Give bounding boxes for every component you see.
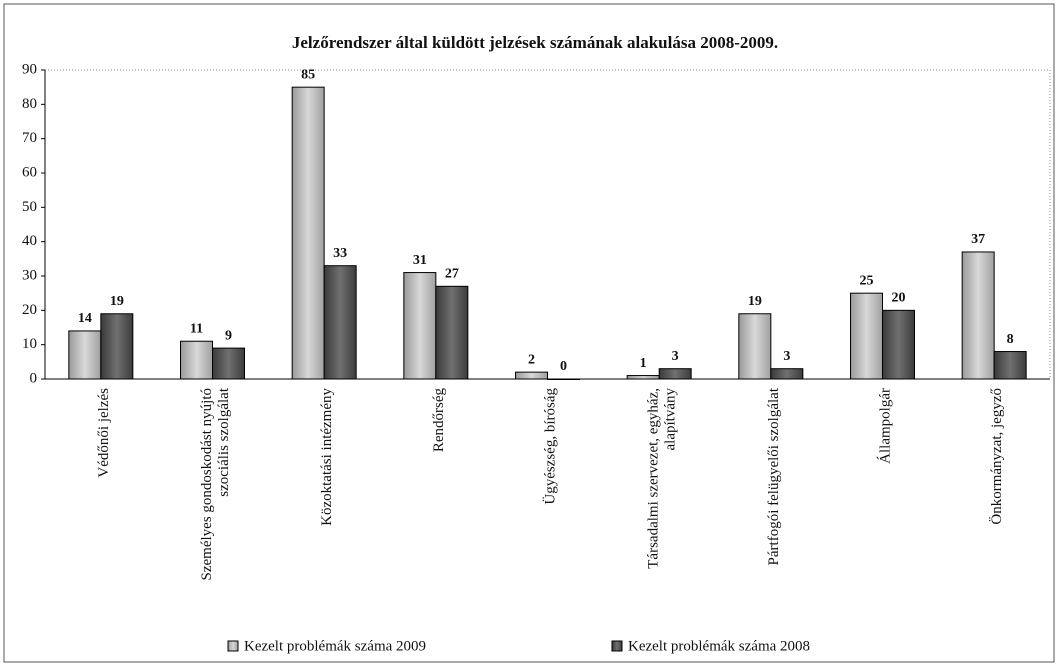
y-tick-label: 60 <box>22 164 37 180</box>
x-tick-label: Pártfogói felügyelői szolgálat <box>766 387 782 565</box>
legend-label: Kezelt problémák száma 2009 <box>244 638 426 654</box>
x-tick-label: Társadalmi szervezet, egyház,alapítvány <box>646 388 679 569</box>
value-label: 25 <box>860 273 874 288</box>
bar <box>547 378 580 380</box>
bar <box>100 313 134 380</box>
y-tick-label: 50 <box>22 199 37 215</box>
value-label: 3 <box>672 349 679 364</box>
bar <box>770 368 804 380</box>
x-tick-label: Önkormányzat, jegyző <box>989 388 1006 525</box>
bar <box>850 292 883 380</box>
value-label: 14 <box>78 311 92 326</box>
y-tick-label: 80 <box>22 96 37 112</box>
value-label: 37 <box>971 232 985 247</box>
y-tick-label: 70 <box>22 130 37 146</box>
bar <box>435 285 469 380</box>
bar <box>961 251 995 380</box>
value-label: 27 <box>445 267 459 282</box>
value-label: 19 <box>110 294 124 309</box>
bar <box>882 309 915 380</box>
bar <box>291 86 325 380</box>
x-tick-label: Rendőrség <box>431 388 447 453</box>
frame <box>3 3 1055 663</box>
value-label: 11 <box>190 321 203 336</box>
value-label: 33 <box>333 246 347 261</box>
bar <box>180 340 213 380</box>
chart-title: Jelzőrendszer által küldött jelzések szá… <box>292 33 778 52</box>
y-tick-label: 0 <box>30 370 38 386</box>
bar <box>68 330 102 380</box>
value-label: 20 <box>892 291 906 306</box>
x-tick-label: Ügyészség, bíróság <box>542 388 559 505</box>
value-label: 8 <box>1007 332 1014 347</box>
x-tick-label: Közoktatási intézmény <box>320 388 336 526</box>
legend-swatch <box>611 640 623 652</box>
value-label: 9 <box>225 328 232 343</box>
x-tick-label: Védőnői jelzés <box>96 388 112 478</box>
x-tick-label: Állampolgár <box>877 388 894 464</box>
value-label: 85 <box>301 67 315 82</box>
bar <box>515 371 548 380</box>
bar <box>626 375 660 380</box>
bar <box>658 368 692 380</box>
bar <box>403 272 437 380</box>
legend-swatch <box>227 640 239 652</box>
y-tick-label: 90 <box>22 61 37 77</box>
y-tick-label: 40 <box>22 233 37 249</box>
x-tick-label: Személyes gondoskodást nyújtószociális s… <box>199 387 232 580</box>
bar <box>323 265 357 380</box>
bar <box>212 347 245 380</box>
value-label: 31 <box>413 253 427 268</box>
value-label: 1 <box>640 356 647 371</box>
y-tick-label: 10 <box>22 336 37 352</box>
value-label: 0 <box>560 359 567 374</box>
legend-label: Kezelt problémák száma 2008 <box>628 638 810 654</box>
bar <box>738 313 772 380</box>
value-label: 2 <box>528 352 535 367</box>
bar <box>993 351 1027 380</box>
value-label: 3 <box>783 349 790 364</box>
value-label: 19 <box>748 294 762 309</box>
y-tick-label: 30 <box>22 267 37 283</box>
y-tick-label: 20 <box>22 302 37 318</box>
